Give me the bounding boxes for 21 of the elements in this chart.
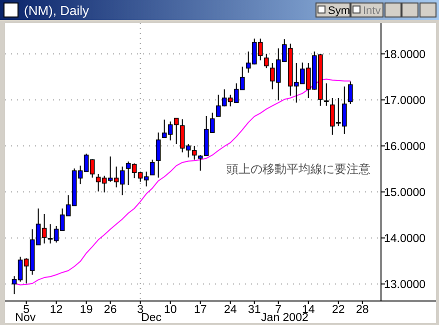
x-tick-label: 17 xyxy=(194,304,207,316)
x-tick-label: 28 xyxy=(356,304,369,316)
y-tick-label: 18.0000 xyxy=(384,48,426,61)
x-tick-label: 10 xyxy=(164,304,177,316)
y-tick-label: 15.0000 xyxy=(384,186,426,199)
x-tick-label: 19 xyxy=(80,304,93,316)
x-tick-label: 31 xyxy=(248,304,261,316)
y-tick-label: 17.0000 xyxy=(384,94,426,107)
text: Sym xyxy=(328,5,350,17)
y-tick-label: 16.0000 xyxy=(384,140,426,153)
x-tick-label: 26 xyxy=(104,304,117,316)
x-tick-label: 12 xyxy=(50,304,63,316)
text: Dec xyxy=(141,312,162,324)
chart-title: (NM), Daily xyxy=(24,3,90,18)
y-tick-label: 14.0000 xyxy=(384,232,426,245)
x-tick-label: 24 xyxy=(224,304,238,316)
annotation: 頭上の移動平均線に要注意 xyxy=(226,162,370,176)
text: Intv xyxy=(363,5,382,17)
y-tick-label: 13.0000 xyxy=(384,278,426,291)
x-tick-label: 22 xyxy=(332,304,345,316)
x-tick-label: 7 xyxy=(275,304,282,316)
